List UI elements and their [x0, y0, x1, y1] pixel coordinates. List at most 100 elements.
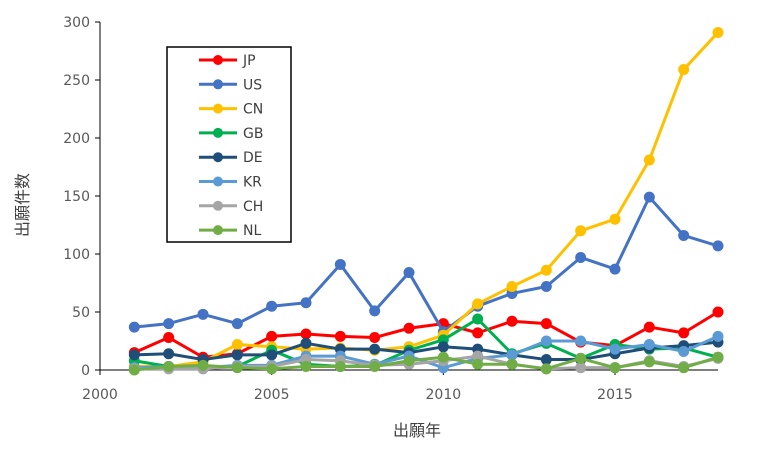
- x-tick-label: 2010: [426, 387, 462, 403]
- data-point-nl: [678, 362, 690, 374]
- data-point-de: [128, 349, 140, 361]
- data-point-de: [437, 341, 449, 353]
- y-axis-title: 出願件数: [13, 173, 32, 237]
- series-line-de: [134, 340, 719, 362]
- plot-series: [128, 26, 724, 376]
- data-point-nl: [300, 361, 312, 373]
- data-point-cn: [231, 338, 243, 350]
- legend-label-de: DE: [243, 150, 263, 166]
- legend-item-us: US: [199, 77, 262, 93]
- data-point-us: [128, 321, 140, 333]
- legend-item-de: DE: [199, 150, 263, 166]
- data-point-nl: [472, 358, 484, 370]
- data-point-gb: [472, 313, 484, 325]
- data-point-nl: [128, 364, 140, 376]
- data-point-jp: [403, 322, 415, 334]
- legend-label-cn: CN: [243, 102, 263, 118]
- data-point-de: [540, 354, 552, 366]
- x-axis-ticks: 2000 2005 2010 2015: [82, 370, 633, 403]
- data-point-nl: [231, 362, 243, 374]
- data-point-jp: [472, 327, 484, 339]
- data-point-nl: [266, 363, 278, 375]
- y-tick-label: 0: [81, 363, 90, 379]
- legend-marker-us: [213, 79, 223, 90]
- data-point-us: [369, 305, 381, 317]
- data-point-nl: [609, 362, 621, 374]
- data-point-us: [540, 280, 552, 292]
- data-point-cn: [609, 213, 621, 225]
- legend-label-gb: GB: [243, 126, 263, 142]
- data-point-jp: [163, 332, 175, 344]
- legend-item-ch: CH: [199, 199, 263, 215]
- data-point-us: [300, 297, 312, 309]
- data-point-kr: [506, 349, 518, 361]
- data-point-kr: [712, 330, 724, 342]
- data-point-kr: [643, 338, 655, 350]
- y-tick-label: 150: [63, 189, 90, 205]
- data-point-kr: [575, 335, 587, 347]
- legend-marker-gb: [213, 127, 223, 138]
- legend-marker-de: [213, 152, 223, 163]
- legend-item-kr: KR: [199, 175, 262, 191]
- legend-label-jp: JP: [242, 53, 256, 69]
- data-point-cn: [678, 64, 690, 76]
- x-tick-label: 2005: [254, 387, 290, 403]
- data-point-cn: [712, 26, 724, 38]
- y-tick-label: 100: [63, 247, 90, 263]
- data-point-jp: [540, 318, 552, 330]
- legend-box: [166, 46, 292, 243]
- legend-marker-nl: [213, 225, 223, 236]
- data-point-cn: [540, 264, 552, 276]
- data-point-de: [300, 337, 312, 349]
- data-point-nl: [334, 361, 346, 373]
- series-line-cn: [134, 31, 720, 369]
- data-point-us: [575, 251, 587, 263]
- data-point-us: [712, 240, 724, 252]
- data-point-ch: [472, 350, 484, 362]
- data-point-nl: [369, 361, 381, 373]
- data-point-cn: [575, 225, 587, 237]
- data-point-jp: [678, 327, 690, 339]
- data-point-nl: [197, 359, 209, 371]
- legend-label-kr: KR: [243, 175, 262, 191]
- legend-marker-jp: [213, 55, 223, 65]
- x-tick-label: 2000: [82, 387, 118, 403]
- legend-item-nl: NL: [199, 223, 261, 239]
- data-point-de: [163, 348, 175, 360]
- data-point-nl: [643, 356, 655, 368]
- y-tick-label: 200: [63, 131, 90, 147]
- data-point-jp: [643, 321, 655, 333]
- legend-item-jp: JP: [199, 53, 256, 69]
- legend-item-cn: CN: [199, 102, 263, 118]
- x-tick-label: 2015: [597, 387, 633, 403]
- data-point-kr: [540, 335, 552, 347]
- data-point-kr: [609, 343, 621, 355]
- data-point-us: [609, 263, 621, 275]
- legend-label-ch: CH: [243, 199, 263, 215]
- data-point-nl: [575, 352, 587, 364]
- data-point-jp: [334, 330, 346, 342]
- series-nl: [128, 351, 724, 376]
- data-point-us: [163, 318, 175, 330]
- data-point-de: [266, 349, 278, 361]
- legend-marker-kr: [213, 176, 223, 187]
- legend: JP US CN GB DE KR CH NL: [166, 46, 292, 243]
- data-point-us: [643, 191, 655, 203]
- data-point-jp: [369, 332, 381, 344]
- data-point-ch: [575, 362, 587, 374]
- legend-marker-ch: [213, 200, 223, 211]
- legend-label-nl: NL: [243, 223, 261, 239]
- data-point-us: [231, 318, 243, 330]
- data-point-us: [403, 267, 415, 279]
- data-point-us: [197, 308, 209, 320]
- data-point-us: [334, 258, 346, 270]
- series-line-us: [134, 195, 719, 334]
- legend-marker-cn: [213, 103, 223, 114]
- y-axis-ticks: 0 50 100 150 200 250 300: [63, 15, 100, 379]
- data-point-de: [369, 343, 381, 355]
- data-point-cn: [643, 154, 655, 166]
- data-point-us: [266, 300, 278, 312]
- y-tick-label: 250: [63, 73, 90, 89]
- legend-item-gb: GB: [199, 126, 263, 142]
